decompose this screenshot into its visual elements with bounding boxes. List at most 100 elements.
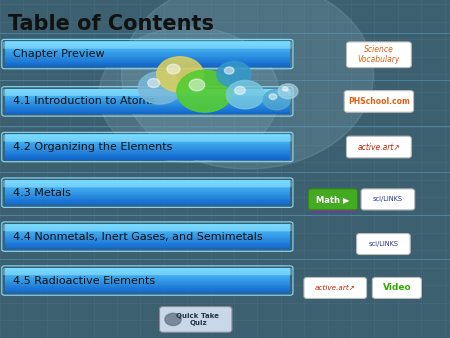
Bar: [4, 202, 290, 203]
Bar: [4, 97, 290, 98]
Circle shape: [283, 87, 288, 91]
Bar: [4, 148, 290, 149]
Bar: [4, 59, 290, 60]
Bar: [4, 111, 290, 112]
Bar: [4, 241, 290, 242]
Text: 4.4 Nonmetals, Inert Gases, and Semimetals: 4.4 Nonmetals, Inert Gases, and Semimeta…: [13, 232, 262, 242]
Text: Video: Video: [382, 284, 411, 292]
Bar: [4, 273, 290, 274]
Bar: [4, 89, 290, 90]
Circle shape: [189, 79, 205, 91]
FancyBboxPatch shape: [3, 180, 292, 187]
Circle shape: [226, 80, 264, 109]
Bar: [4, 51, 290, 52]
Bar: [4, 102, 290, 103]
Bar: [4, 277, 290, 278]
Text: 4.5 Radioactive Elements: 4.5 Radioactive Elements: [13, 275, 155, 286]
FancyBboxPatch shape: [346, 42, 411, 68]
Bar: [4, 137, 290, 138]
Bar: [4, 284, 290, 285]
Bar: [4, 272, 290, 273]
Bar: [4, 227, 290, 228]
Bar: [4, 290, 290, 291]
Text: 4.1 Introduction to Atoms: 4.1 Introduction to Atoms: [13, 96, 155, 106]
Bar: [4, 231, 290, 232]
Bar: [4, 196, 290, 197]
Bar: [4, 193, 290, 194]
Bar: [4, 93, 290, 94]
Bar: [4, 182, 290, 183]
Bar: [4, 57, 290, 58]
Bar: [4, 66, 290, 67]
FancyBboxPatch shape: [3, 268, 292, 275]
Bar: [4, 186, 290, 187]
Circle shape: [217, 62, 251, 87]
Bar: [4, 159, 290, 160]
Bar: [4, 242, 290, 243]
Bar: [4, 180, 290, 181]
Bar: [4, 155, 290, 156]
FancyBboxPatch shape: [361, 189, 415, 210]
Bar: [4, 43, 290, 44]
Bar: [4, 185, 290, 186]
Circle shape: [167, 64, 180, 74]
Bar: [4, 101, 290, 102]
Bar: [4, 140, 290, 141]
Bar: [4, 291, 290, 292]
Bar: [4, 158, 290, 159]
Bar: [4, 239, 290, 240]
Bar: [4, 146, 290, 147]
Bar: [4, 188, 290, 189]
Bar: [4, 187, 290, 188]
Bar: [4, 281, 290, 282]
Bar: [4, 288, 290, 289]
Bar: [4, 56, 290, 57]
Bar: [4, 63, 290, 64]
Bar: [4, 238, 290, 239]
Bar: [4, 230, 290, 231]
Bar: [4, 275, 290, 276]
Bar: [4, 49, 290, 50]
Bar: [4, 55, 290, 56]
Bar: [4, 292, 290, 293]
Bar: [4, 61, 290, 62]
Bar: [4, 240, 290, 241]
Text: active.art↗: active.art↗: [315, 285, 356, 291]
Bar: [4, 150, 290, 151]
Bar: [4, 268, 290, 269]
Text: Table of Contents: Table of Contents: [8, 14, 214, 34]
Bar: [4, 276, 290, 277]
Bar: [4, 233, 290, 234]
Bar: [4, 144, 290, 145]
Bar: [4, 280, 290, 281]
Bar: [4, 279, 290, 280]
Bar: [4, 192, 290, 193]
Bar: [4, 271, 290, 272]
Text: active.art↗: active.art↗: [357, 143, 400, 151]
Bar: [4, 92, 290, 93]
Bar: [4, 136, 290, 137]
Bar: [4, 139, 290, 140]
Text: Math ▶: Math ▶: [316, 195, 350, 204]
Bar: [4, 282, 290, 283]
Bar: [4, 65, 290, 66]
Circle shape: [269, 94, 277, 99]
Circle shape: [138, 72, 181, 104]
Bar: [4, 152, 290, 153]
Bar: [4, 48, 290, 49]
Bar: [4, 138, 290, 139]
Circle shape: [165, 313, 181, 325]
Bar: [4, 195, 290, 196]
Bar: [4, 228, 290, 229]
Bar: [4, 142, 290, 143]
Bar: [4, 52, 290, 53]
Bar: [4, 198, 290, 199]
Bar: [4, 99, 290, 100]
Bar: [4, 204, 290, 206]
Text: Chapter Preview: Chapter Preview: [13, 49, 104, 59]
Text: 4.2 Organizing the Elements: 4.2 Organizing the Elements: [13, 142, 172, 152]
Bar: [4, 286, 290, 287]
Bar: [4, 107, 290, 108]
Circle shape: [148, 78, 160, 88]
Bar: [4, 64, 290, 65]
